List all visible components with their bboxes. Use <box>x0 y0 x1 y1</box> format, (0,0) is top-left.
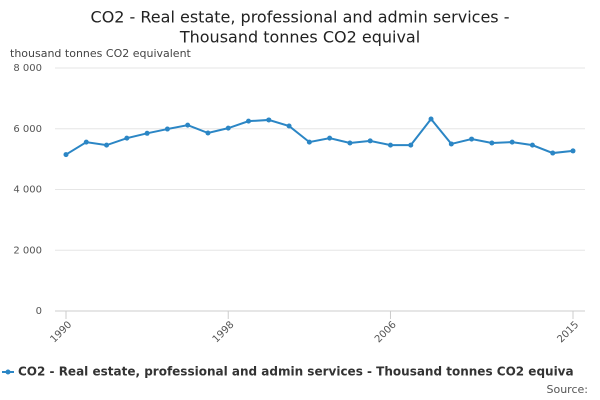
y-tick-label: 4 000 <box>13 185 42 196</box>
point <box>570 148 576 154</box>
point <box>185 122 191 128</box>
line <box>65 117 574 156</box>
y-tick-label: 2 000 <box>13 245 42 256</box>
point <box>327 135 333 141</box>
point <box>104 142 110 148</box>
point <box>164 126 170 132</box>
point <box>550 150 556 156</box>
point <box>367 138 373 144</box>
point <box>387 142 393 148</box>
point <box>448 141 454 147</box>
chart-title: CO2 - Real estate, professional and admi… <box>91 8 510 27</box>
point <box>509 139 515 145</box>
y-tick-label: 0 <box>36 306 42 317</box>
point <box>246 118 252 124</box>
point <box>63 152 69 158</box>
y-tick-label: 8 000 <box>13 63 42 74</box>
x-tick-label: 1990 <box>48 319 74 345</box>
point <box>408 142 414 148</box>
point <box>489 140 495 146</box>
legend-label: CO2 - Real estate, professional and admi… <box>18 365 574 379</box>
point <box>529 142 535 148</box>
chart-title: Thousand tonnes CO2 equival <box>179 28 420 47</box>
point <box>306 139 312 145</box>
point <box>205 130 211 136</box>
point <box>266 117 272 123</box>
point <box>347 140 353 146</box>
point <box>469 136 475 142</box>
x-tick-label: 2015 <box>555 319 581 345</box>
x-tick-label: 1998 <box>211 319 237 345</box>
legend-swatch <box>5 369 11 375</box>
point <box>83 139 89 145</box>
source: Source: <box>547 383 589 396</box>
point <box>225 125 231 131</box>
y-tick-label: 6 000 <box>13 124 42 135</box>
y-axis-label: thousand tonnes CO2 equivalent <box>10 47 192 60</box>
point <box>286 123 292 129</box>
point <box>124 135 130 141</box>
point <box>428 116 434 122</box>
point <box>144 130 150 136</box>
x-tick-label: 2006 <box>373 319 399 345</box>
